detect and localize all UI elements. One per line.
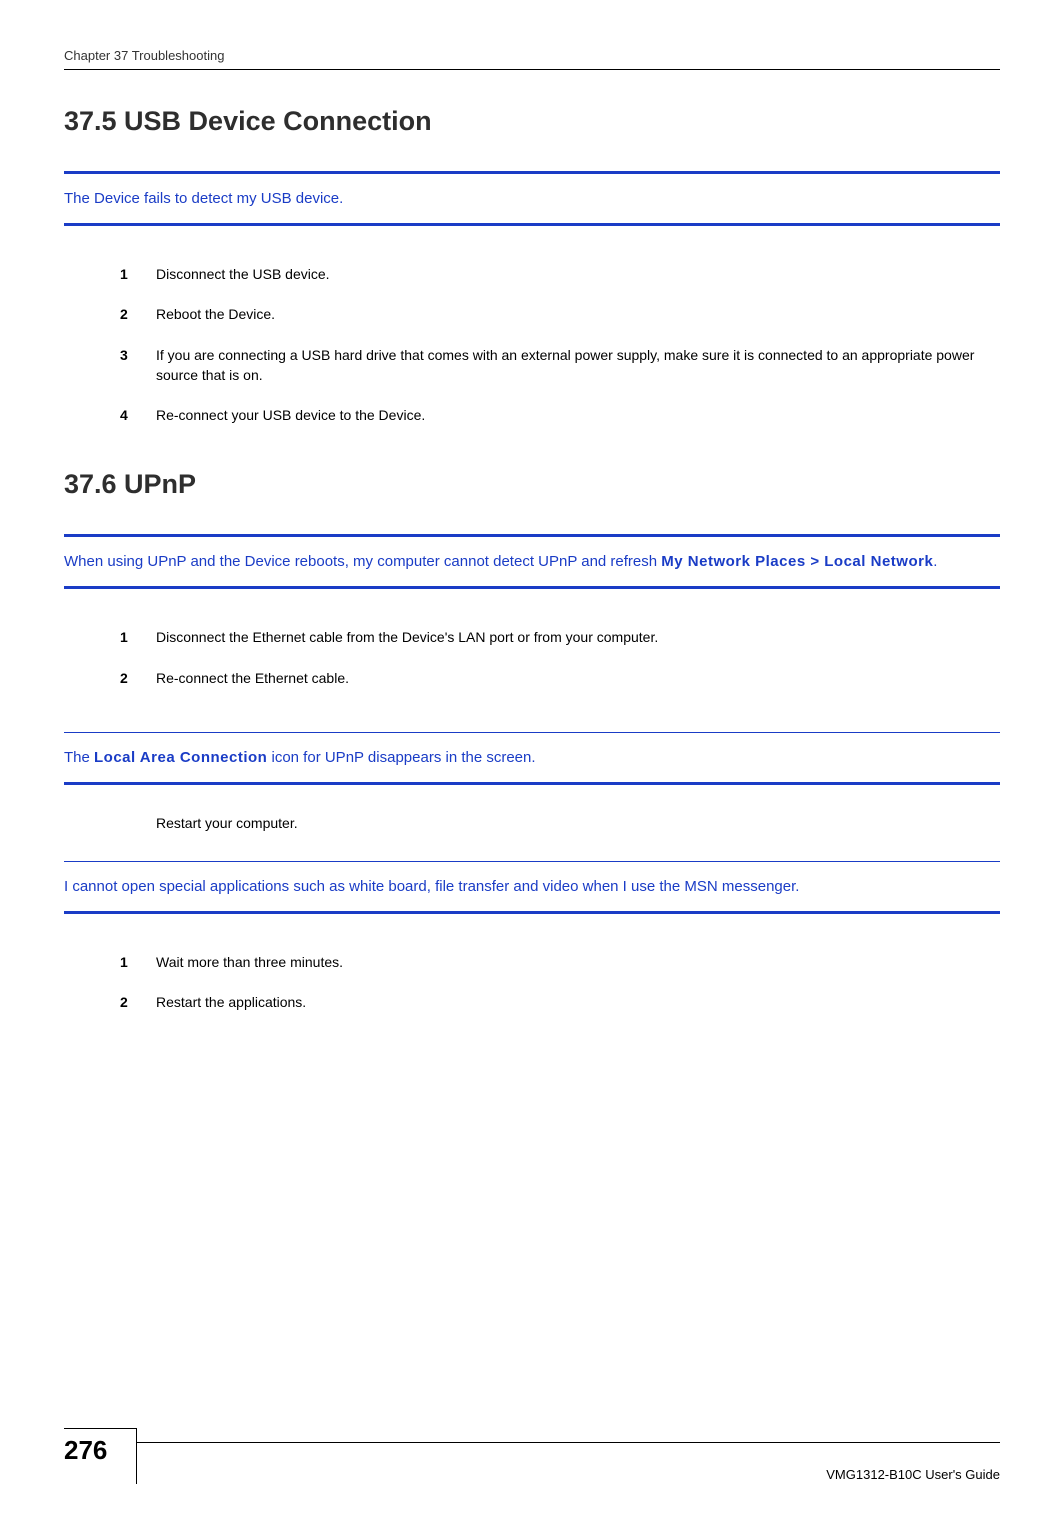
issue-text: When using UPnP and the Device reboots, … <box>64 537 1000 586</box>
issue-upnp-lan-icon: The Local Area Connection icon for UPnP … <box>64 732 1000 785</box>
page-number: 276 <box>64 1428 137 1484</box>
step-text: Reboot the Device. <box>156 304 1000 324</box>
rule-thick <box>64 223 1000 226</box>
step-row: 2 Restart the applications. <box>120 992 1000 1012</box>
step-text: Disconnect the Ethernet cable from the D… <box>156 627 1000 647</box>
issue-usb-detect: The Device fails to detect my USB device… <box>64 171 1000 226</box>
step-number: 1 <box>120 264 156 284</box>
step-text: Re-connect your USB device to the Device… <box>156 405 1000 425</box>
step-number: 2 <box>120 668 156 688</box>
step-row: 1 Disconnect the Ethernet cable from the… <box>120 627 1000 647</box>
issue-text-pre: When using UPnP and the Device reboots, … <box>64 553 661 570</box>
step-text: Re-connect the Ethernet cable. <box>156 668 1000 688</box>
step-text: Wait more than three minutes. <box>156 952 1000 972</box>
page-footer: 276 VMG1312-B10C User's Guide <box>64 1428 1000 1484</box>
issue-text-post: . <box>933 553 937 570</box>
footer-rule <box>136 1442 1000 1443</box>
issue-text: I cannot open special applications such … <box>64 862 1000 911</box>
issue-upnp-refresh: When using UPnP and the Device reboots, … <box>64 534 1000 589</box>
section-heading-usb: 37.5 USB Device Connection <box>64 106 1000 137</box>
rule-thick <box>64 782 1000 785</box>
step-row: 4 Re-connect your USB device to the Devi… <box>120 405 1000 425</box>
section-heading-upnp: 37.6 UPnP <box>64 469 1000 500</box>
step-number: 4 <box>120 405 156 425</box>
rule-thick <box>64 911 1000 914</box>
issue-text-bold: Local Area Connection <box>94 749 267 766</box>
step-number: 3 <box>120 345 156 365</box>
issue-text-post: icon for UPnP disappears in the screen. <box>267 749 535 766</box>
step-row: 2 Re-connect the Ethernet cable. <box>120 668 1000 688</box>
issue-text-bold: My Network Places > Local Network <box>661 553 933 570</box>
step-number: 1 <box>120 952 156 972</box>
plain-step-restart: Restart your computer. <box>156 815 1000 831</box>
step-text: Disconnect the USB device. <box>156 264 1000 284</box>
issue-text: The Device fails to detect my USB device… <box>64 174 1000 223</box>
step-number: 2 <box>120 992 156 1012</box>
issue-text: The Local Area Connection icon for UPnP … <box>64 733 1000 782</box>
step-row: 3 If you are connecting a USB hard drive… <box>120 345 1000 386</box>
steps-upnp-1: 1 Disconnect the Ethernet cable from the… <box>120 627 1000 688</box>
steps-upnp-3: 1 Wait more than three minutes. 2 Restar… <box>120 952 1000 1013</box>
rule-thick <box>64 586 1000 589</box>
issue-text-pre: The <box>64 749 94 766</box>
step-number: 2 <box>120 304 156 324</box>
step-number: 1 <box>120 627 156 647</box>
guide-title: VMG1312-B10C User's Guide <box>826 1467 1000 1484</box>
step-text: Restart the applications. <box>156 992 1000 1012</box>
steps-usb-1: 1 Disconnect the USB device. 2 Reboot th… <box>120 264 1000 425</box>
running-header: Chapter 37 Troubleshooting <box>64 48 1000 70</box>
step-text: If you are connecting a USB hard drive t… <box>156 345 1000 386</box>
issue-upnp-msn: I cannot open special applications such … <box>64 861 1000 914</box>
step-row: 2 Reboot the Device. <box>120 304 1000 324</box>
step-row: 1 Wait more than three minutes. <box>120 952 1000 972</box>
step-row: 1 Disconnect the USB device. <box>120 264 1000 284</box>
